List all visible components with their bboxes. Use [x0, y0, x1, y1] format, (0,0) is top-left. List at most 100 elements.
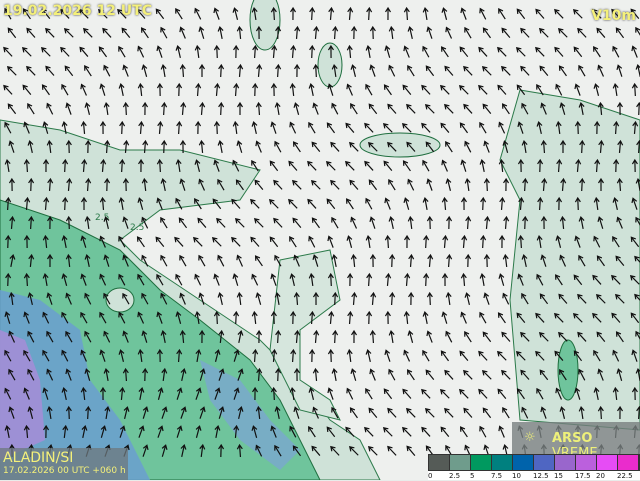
wind-arrow [156, 158, 163, 173]
wind-arrow [554, 350, 564, 361]
wind-arrow [118, 45, 126, 58]
wind-arrow [460, 311, 467, 324]
wind-arrow [631, 158, 638, 173]
wind-arrow [46, 102, 54, 115]
wind-arrow [308, 272, 315, 287]
wind-arrow [118, 273, 126, 286]
wind-arrow [482, 407, 492, 419]
wind-arrow [478, 388, 488, 399]
legend-bin [534, 455, 555, 470]
wind-arrow [384, 349, 391, 362]
wind-arrow [330, 141, 340, 152]
wind-arrow [217, 139, 224, 154]
legend-bin [450, 455, 471, 470]
model-info: ALADIN/SI 17.02.2026 00 UTC +060 h [0, 448, 128, 480]
wind-arrow [460, 196, 467, 211]
wind-arrow [482, 331, 492, 343]
wind-arrow [213, 310, 220, 325]
wind-arrow [498, 121, 506, 134]
wind-arrow [179, 139, 186, 154]
wind-arrow [313, 25, 320, 40]
wind-arrow [597, 368, 604, 381]
wind-arrow [274, 101, 281, 116]
wind-arrow [575, 158, 582, 173]
legend-bin [576, 455, 597, 470]
wind-arrow [422, 311, 429, 325]
wind-arrow [118, 235, 126, 248]
wind-arrow [41, 84, 50, 96]
wind-arrow [99, 196, 106, 211]
wind-arrow [521, 254, 528, 267]
wind-arrow [461, 234, 468, 249]
wind-arrow [349, 407, 358, 419]
wind-arrow [308, 387, 315, 400]
wind-arrow [289, 235, 297, 248]
wind-arrow [176, 425, 183, 438]
wind-arrow [236, 443, 243, 458]
wind-arrow [291, 179, 302, 190]
wind-arrow [422, 349, 430, 362]
wind-arrow [121, 27, 131, 39]
wind-arrow [213, 44, 220, 59]
wind-arrow [629, 274, 640, 285]
wind-arrow [232, 120, 239, 135]
wind-arrow [349, 179, 359, 190]
wind-zone-small [105, 287, 135, 313]
wind-arrow [635, 330, 640, 343]
wind-arrow [345, 122, 355, 133]
wind-arrow [387, 103, 397, 114]
wind-arrow [160, 330, 167, 343]
wind-arrow [80, 196, 87, 211]
contour-label: 2.5 [95, 213, 109, 223]
wind-arrow [483, 177, 490, 192]
wind-arrow [5, 272, 12, 287]
wind-arrow [4, 425, 11, 439]
wind-arrow [402, 84, 412, 96]
wind-arrow [421, 84, 431, 95]
wind-arrow [500, 65, 511, 76]
wind-arrow [383, 160, 393, 172]
wind-arrow [463, 369, 473, 380]
wind-arrow [611, 274, 621, 285]
wind-arrow [479, 311, 487, 324]
wind-arrow [444, 65, 454, 76]
wind-arrow [141, 216, 149, 229]
wind-arrow [23, 311, 30, 324]
wind-arrow [617, 139, 624, 154]
wind-arrow [178, 217, 188, 229]
legend-tick: 5 [470, 472, 475, 480]
wind-arrow [463, 407, 473, 418]
wind-arrow [458, 388, 469, 399]
wind-arrow [311, 141, 321, 153]
wind-arrow [157, 387, 164, 400]
wind-arrow [251, 310, 258, 325]
wind-arrow [481, 65, 492, 76]
wind-arrow [330, 445, 340, 456]
wind-arrow [539, 293, 549, 305]
wind-arrow [367, 141, 378, 152]
wind-arrow [515, 46, 526, 57]
wind-arrow [22, 8, 31, 20]
wind-arrow [481, 369, 492, 380]
wind-arrow [632, 120, 639, 135]
wind-arrow [517, 273, 524, 286]
wind-arrow [502, 406, 510, 419]
wind-arrow [464, 177, 471, 192]
wind-arrow [597, 101, 604, 116]
wind-arrow [84, 102, 91, 115]
wind-arrow [540, 139, 547, 154]
wind-zone-light-east [499, 89, 640, 431]
wind-arrow [8, 177, 15, 192]
wind-arrow [407, 26, 414, 39]
wind-arrow [348, 445, 359, 456]
wind-arrow [402, 426, 412, 437]
wind-arrow [388, 64, 396, 77]
wind-arrow [539, 369, 549, 381]
wind-arrow [406, 445, 416, 456]
legend-bin [429, 455, 450, 470]
wind-arrow [346, 348, 353, 363]
wind-arrow [328, 310, 335, 325]
wind-arrow [369, 368, 376, 381]
wind-arrow [422, 196, 429, 211]
wind-arrow [441, 159, 448, 172]
